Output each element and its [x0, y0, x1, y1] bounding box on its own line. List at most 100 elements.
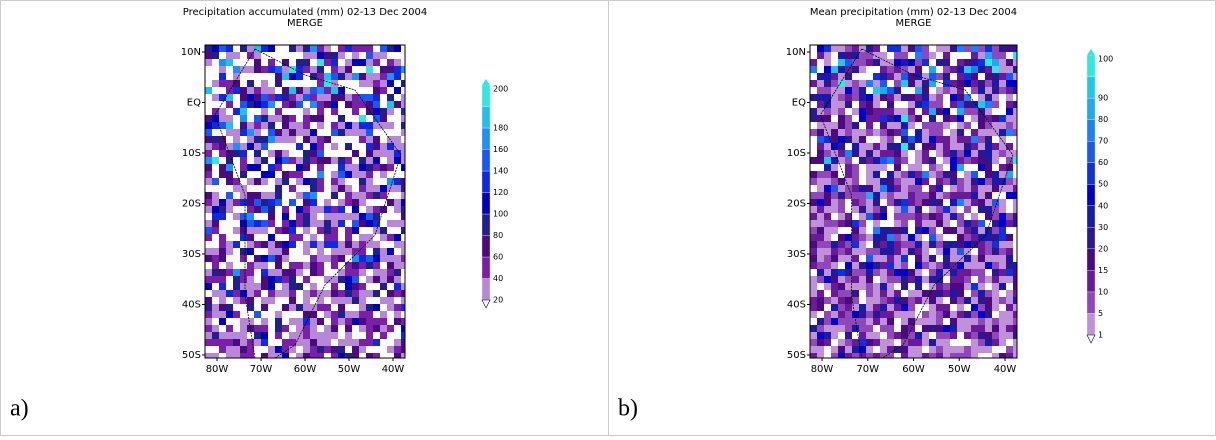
precip-cell — [936, 213, 943, 220]
precip-cell — [380, 164, 387, 171]
precip-cell — [254, 143, 261, 150]
precip-cell — [845, 332, 852, 339]
precip-cell — [957, 45, 964, 52]
precip-cell — [838, 241, 845, 248]
precip-cell — [887, 192, 894, 199]
precip-cell — [401, 157, 405, 164]
precip-cell — [345, 290, 352, 297]
precip-cell — [929, 122, 936, 129]
precip-cell — [866, 248, 873, 255]
precip-cell — [845, 276, 852, 283]
precip-cell — [817, 339, 824, 346]
precip-cell — [205, 192, 212, 199]
precip-cell — [254, 164, 261, 171]
precip-cell — [331, 73, 338, 80]
precip-cell — [212, 220, 219, 227]
precip-cell — [282, 59, 289, 66]
colorbar-label: 180 — [493, 124, 508, 133]
precip-cell — [373, 206, 380, 213]
precip-cell — [915, 94, 922, 101]
precip-cell — [838, 178, 845, 185]
precip-cell — [887, 248, 894, 255]
precip-cell — [992, 213, 999, 220]
precip-cell — [212, 227, 219, 234]
precip-cell — [268, 164, 275, 171]
precip-cell — [901, 255, 908, 262]
precip-cell — [824, 276, 831, 283]
precip-cell — [219, 171, 226, 178]
precip-cell — [985, 318, 992, 325]
precip-cell — [345, 283, 352, 290]
precip-cell — [985, 94, 992, 101]
precip-cell — [950, 101, 957, 108]
precip-cell — [824, 143, 831, 150]
precip-cell — [352, 94, 359, 101]
precip-cell — [261, 262, 268, 269]
precip-cell — [240, 150, 247, 157]
precip-cell — [317, 73, 324, 80]
precip-cell — [943, 45, 950, 52]
precip-cell — [880, 213, 887, 220]
precip-cell — [275, 115, 282, 122]
precip-cell — [1013, 52, 1017, 59]
precip-cell — [929, 80, 936, 87]
precip-cell — [880, 206, 887, 213]
precip-cell — [992, 220, 999, 227]
precip-cell — [978, 339, 985, 346]
precip-cell — [226, 332, 233, 339]
precip-cell — [859, 157, 866, 164]
precip-cell — [268, 129, 275, 136]
precip-cell — [219, 269, 226, 276]
precip-cell — [310, 332, 317, 339]
precip-cell — [880, 66, 887, 73]
precip-cell — [978, 283, 985, 290]
precip-cell — [345, 185, 352, 192]
precip-cell — [331, 227, 338, 234]
precip-cell — [971, 227, 978, 234]
precip-cell — [240, 115, 247, 122]
precip-cell — [978, 178, 985, 185]
precip-cell — [992, 101, 999, 108]
precip-cell — [359, 290, 366, 297]
precip-cell — [810, 178, 817, 185]
precip-cell — [205, 353, 212, 358]
precip-cell — [247, 206, 254, 213]
precip-cell — [219, 108, 226, 115]
precip-cell — [240, 276, 247, 283]
precip-cell — [310, 353, 317, 358]
lon-label: 80W — [206, 364, 229, 375]
precip-cell — [985, 213, 992, 220]
precip-cell — [1013, 318, 1017, 325]
precip-cell — [943, 192, 950, 199]
precip-cell — [901, 220, 908, 227]
precip-cell — [219, 304, 226, 311]
precip-cell — [838, 185, 845, 192]
precip-cell — [964, 227, 971, 234]
precip-cell — [985, 332, 992, 339]
precip-cell — [219, 115, 226, 122]
precip-cell — [985, 185, 992, 192]
precip-cell — [985, 304, 992, 311]
precip-cell — [922, 87, 929, 94]
precip-cell — [240, 185, 247, 192]
precip-cell — [303, 262, 310, 269]
precip-cell — [873, 101, 880, 108]
precip-cell — [387, 269, 394, 276]
precip-cell — [831, 248, 838, 255]
precip-cell — [359, 45, 366, 52]
precip-cell — [992, 248, 999, 255]
precip-cell — [331, 52, 338, 59]
precip-cell — [908, 101, 915, 108]
precip-cell — [401, 213, 405, 220]
precip-cell — [387, 178, 394, 185]
precip-cell — [387, 157, 394, 164]
precip-cell — [985, 101, 992, 108]
precip-cell — [1006, 241, 1013, 248]
precip-cell — [247, 199, 254, 206]
precip-cell — [303, 45, 310, 52]
precip-cell — [219, 241, 226, 248]
lon-label: 70W — [856, 364, 879, 375]
colorbar-label: 10 — [1098, 287, 1108, 296]
precip-cell — [908, 171, 915, 178]
precip-cell — [1006, 290, 1013, 297]
